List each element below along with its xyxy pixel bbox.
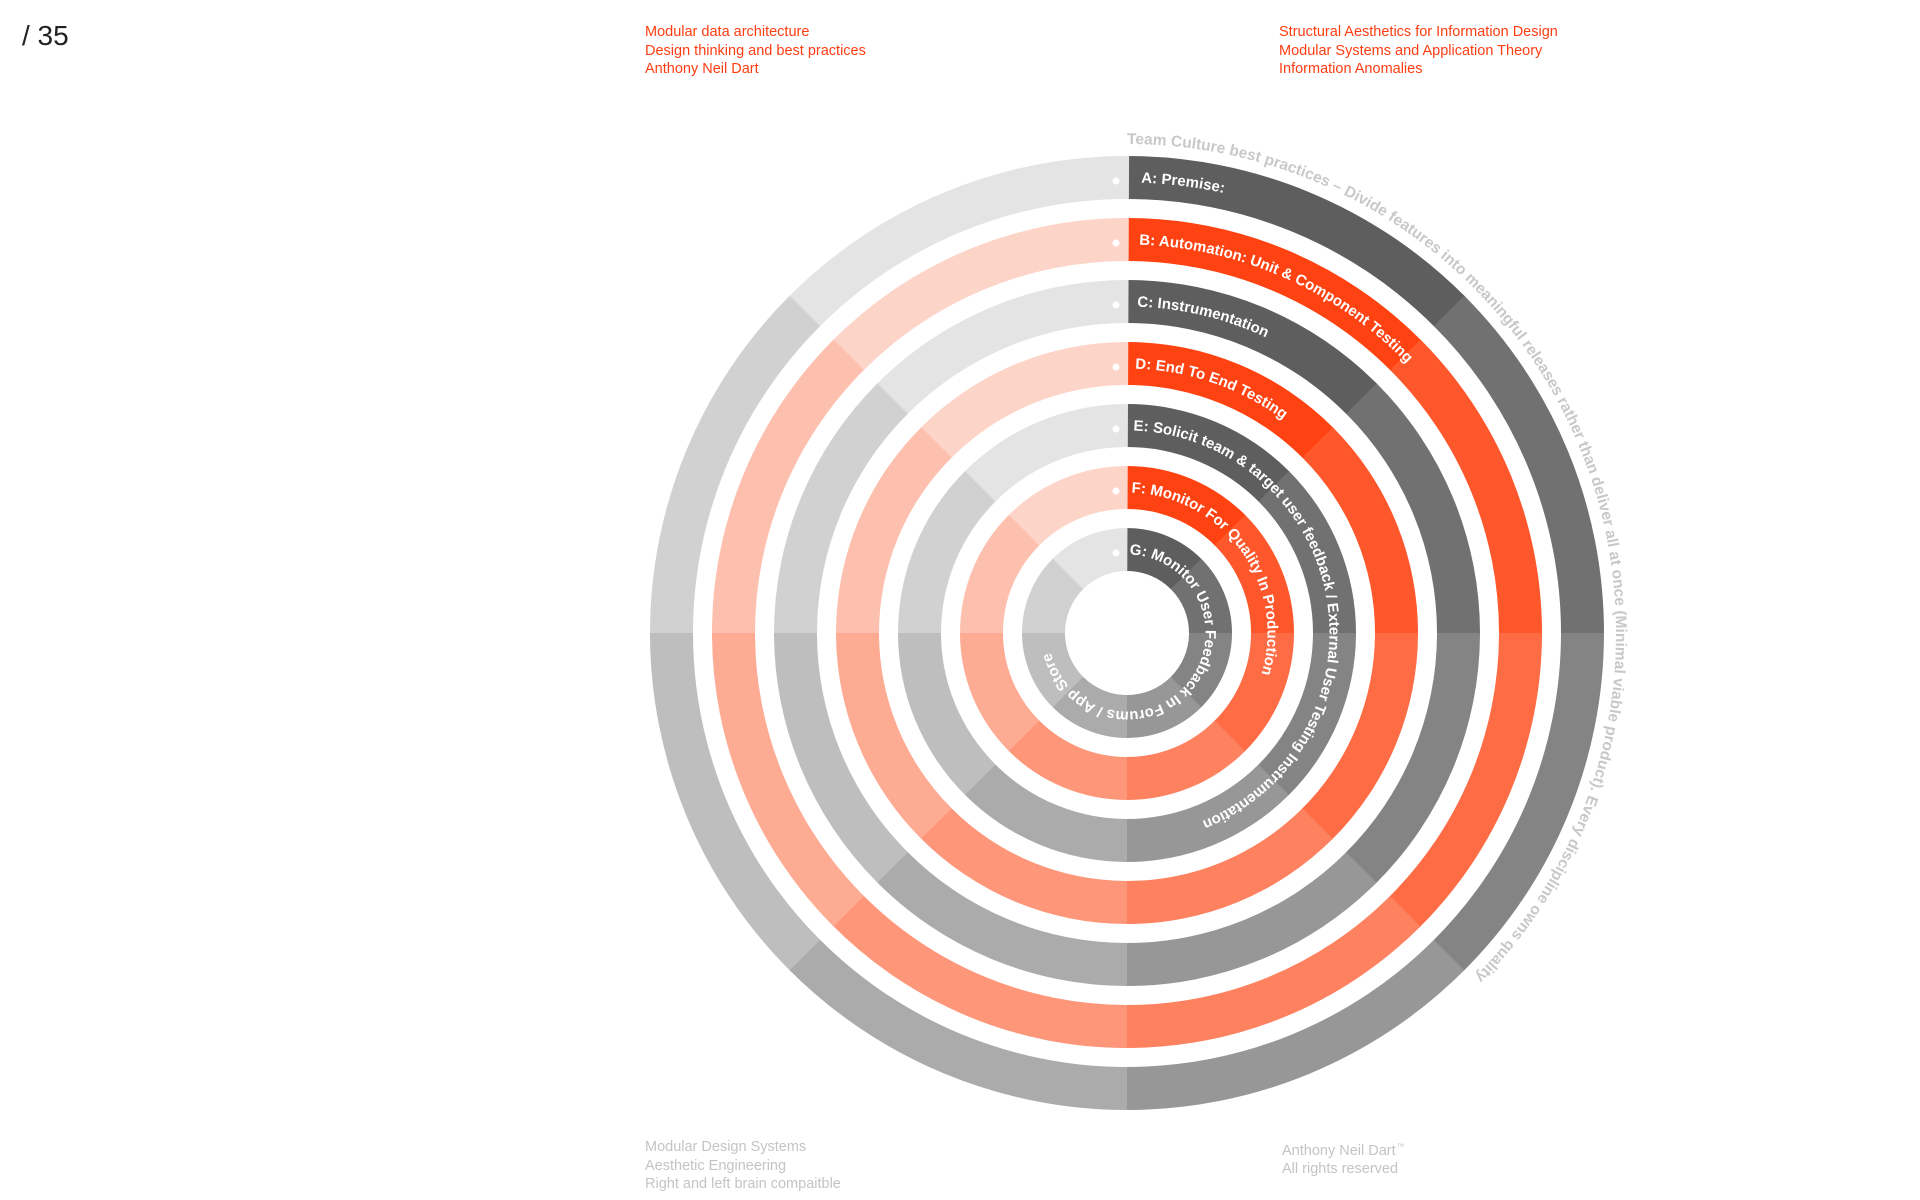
ring-segment (1170, 558, 1233, 634)
ring-segment (1214, 514, 1295, 634)
ring-segment (1301, 633, 1418, 840)
ring-segment (774, 382, 909, 633)
footer-left-line: Right and left brain compaitble (645, 1176, 841, 1192)
ring-segment (833, 217, 1129, 370)
ring-segment (832, 894, 1127, 1048)
ring-segment (1125, 852, 1377, 987)
ring-segment (1346, 383, 1481, 635)
ring-segment (835, 631, 952, 839)
ring-segment (1125, 808, 1333, 925)
footer-left: Modular Design Systems Aesthetic Enginee… (645, 1138, 841, 1194)
ring-segment (897, 632, 996, 795)
ring-segment (1125, 896, 1421, 1049)
ring-segment (1170, 633, 1232, 708)
author-name: Anthony Neil Dart (1282, 1142, 1396, 1159)
ring-segment (877, 279, 1129, 414)
ring-segment (1127, 218, 1422, 372)
ring-segment (1008, 465, 1128, 546)
header-left: Modular data architecture Design thinkin… (645, 23, 866, 79)
ring-segment (773, 631, 908, 883)
ring-segment (960, 514, 1040, 633)
header-right-line: Information Anomalies (1279, 61, 1423, 77)
ring-marker-dot (1112, 549, 1120, 557)
ring-segment (1390, 339, 1543, 635)
ring-segment (1127, 156, 1466, 328)
ring-segment (1126, 676, 1202, 739)
ring-segment (1126, 764, 1289, 863)
ring-segment (1008, 720, 1127, 800)
ring-segment (964, 763, 1127, 862)
ring-segment (1022, 558, 1084, 633)
ring-segment (789, 155, 1130, 327)
ring-segment (921, 341, 1129, 458)
ring-segment (1127, 466, 1246, 546)
ring-segment (898, 470, 997, 633)
ring-segment (649, 630, 821, 971)
ring-marker-dot (1112, 425, 1120, 433)
ring-segment (1124, 939, 1465, 1111)
ring-segment (712, 338, 866, 633)
ring-marker-dot (1112, 239, 1120, 247)
ring-segment (1127, 342, 1334, 459)
footer-left-line: Aesthetic Engineering (645, 1157, 787, 1174)
ring-segment (1127, 280, 1378, 415)
ring-segment (1127, 528, 1202, 590)
ring-segment (965, 403, 1128, 502)
ring-marker-dot (1112, 301, 1120, 309)
ring-segment (836, 426, 953, 633)
ring-segment (1302, 427, 1419, 635)
ring-segment (1021, 632, 1084, 708)
ring-segment (650, 294, 822, 633)
ring-marker-dot (1112, 487, 1120, 495)
trademark-mark: ™ (1396, 1142, 1405, 1151)
ring-segments (649, 155, 1605, 1111)
header-right-line: Modular Systems and Application Theory (1279, 42, 1543, 59)
header-left-line: Anthony Neil Dart (645, 61, 759, 77)
ring-segment (920, 807, 1127, 924)
ring-segment (1127, 404, 1290, 503)
page-number: / 35 (22, 20, 69, 51)
ring-segment (711, 631, 864, 927)
header-left-line: Design thinking and best practices (645, 42, 866, 59)
ring-segment (959, 632, 1040, 752)
ring-segment (1126, 720, 1246, 801)
footer-right-rights: All rights reserved (1282, 1161, 1399, 1178)
ring-segment (1432, 633, 1604, 972)
ring-segment (1433, 295, 1605, 636)
ring-segment (1052, 676, 1127, 738)
ring-segment (1257, 633, 1356, 796)
ring-segment (1258, 471, 1357, 634)
ring-segment (876, 851, 1127, 986)
footer-right: Anthony Neil Dart™ All rights reserved (1282, 1138, 1405, 1179)
ring-marker-dot (1112, 177, 1120, 185)
ring-segment (788, 938, 1127, 1110)
ring-marker-dot (1112, 363, 1120, 371)
header-right: Structural Aesthetics for Information De… (1279, 23, 1558, 79)
footer-right-name: Anthony Neil Dart™ (1282, 1138, 1405, 1160)
ring-segment (1388, 633, 1542, 928)
header-right-line: Structural Aesthetics for Information De… (1279, 24, 1558, 40)
ring-segment (1052, 527, 1128, 590)
ring-segment (1214, 633, 1294, 752)
footer-left-line: Modular Design Systems (645, 1139, 807, 1155)
header-left-line: Modular data architecture (645, 24, 810, 40)
ring-segment (1345, 633, 1481, 884)
